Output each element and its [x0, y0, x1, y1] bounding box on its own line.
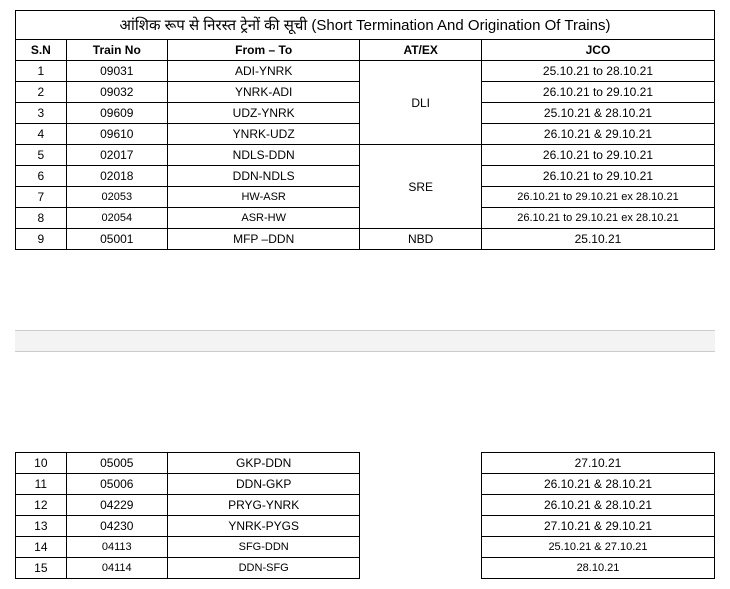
- cell-from-to: ASR-HW: [167, 208, 359, 229]
- cell-sn: 8: [16, 208, 67, 229]
- table-row: 12 04229 PRYG-YNRK 26.10.21 & 28.10.21: [16, 495, 715, 516]
- table-row: 5 02017 NDLS-DDN SRE 26.10.21 to 29.10.2…: [16, 145, 715, 166]
- header-sn: S.N: [16, 40, 67, 61]
- cell-train-no: 02054: [66, 208, 167, 229]
- cell-sn: 9: [16, 229, 67, 250]
- cell-from-to: MFP –DDN: [167, 229, 359, 250]
- cell-sn: 6: [16, 166, 67, 187]
- cell-at-ex-blank: [360, 558, 482, 579]
- cell-train-no: 09609: [66, 103, 167, 124]
- cell-from-to: YNRK-PYGS: [167, 516, 359, 537]
- cell-at-ex-sre: SRE: [360, 145, 482, 229]
- cell-from-to: DDN-NDLS: [167, 166, 359, 187]
- cell-from-to: NDLS-DDN: [167, 145, 359, 166]
- table-row: 15 04114 DDN-SFG 28.10.21: [16, 558, 715, 579]
- cell-train-no: 04114: [66, 558, 167, 579]
- cell-train-no: 04229: [66, 495, 167, 516]
- cell-sn: 13: [16, 516, 67, 537]
- cell-train-no: 05006: [66, 474, 167, 495]
- header-train-no: Train No: [66, 40, 167, 61]
- cell-train-no: 02017: [66, 145, 167, 166]
- table-row: 1 09031 ADI-YNRK DLI 25.10.21 to 28.10.2…: [16, 61, 715, 82]
- cell-train-no: 02053: [66, 187, 167, 208]
- trains-table-top: आंशिक रूप से निरस्त ट्रेनों की सूची (Sho…: [15, 10, 715, 250]
- cell-at-ex-blank: [360, 474, 482, 495]
- cell-from-to: YNRK-ADI: [167, 82, 359, 103]
- header-from-to: From – To: [167, 40, 359, 61]
- cell-at-ex-blank: [360, 516, 482, 537]
- table-row: 11 05006 DDN-GKP 26.10.21 & 28.10.21: [16, 474, 715, 495]
- cell-from-to: DDN-SFG: [167, 558, 359, 579]
- cell-sn: 4: [16, 124, 67, 145]
- cell-jco: 25.10.21 & 27.10.21: [481, 537, 714, 558]
- cell-jco: 26.10.21 & 28.10.21: [481, 474, 714, 495]
- cell-sn: 5: [16, 145, 67, 166]
- table-row: 14 04113 SFG-DDN 25.10.21 & 27.10.21: [16, 537, 715, 558]
- cell-jco: 26.10.21 to 29.10.21: [481, 145, 714, 166]
- cell-sn: 14: [16, 537, 67, 558]
- cell-jco: 25.10.21: [481, 229, 714, 250]
- page-gap-band: [15, 330, 715, 352]
- header-at-ex: AT/EX: [360, 40, 482, 61]
- header-jco: JCO: [481, 40, 714, 61]
- cell-jco: 26.10.21 & 29.10.21: [481, 124, 714, 145]
- cell-from-to: DDN-GKP: [167, 474, 359, 495]
- cell-jco: 26.10.21 & 28.10.21: [481, 495, 714, 516]
- cell-sn: 15: [16, 558, 67, 579]
- cell-sn: 12: [16, 495, 67, 516]
- cell-train-no: 09610: [66, 124, 167, 145]
- table-row: 13 04230 YNRK-PYGS 27.10.21 & 29.10.21: [16, 516, 715, 537]
- cell-sn: 1: [16, 61, 67, 82]
- cell-sn: 7: [16, 187, 67, 208]
- cell-at-ex-blank: [360, 537, 482, 558]
- cell-train-no: 04113: [66, 537, 167, 558]
- table-row: 10 05005 GKP-DDN 27.10.21: [16, 453, 715, 474]
- trains-table-bottom: 10 05005 GKP-DDN 27.10.21 11 05006 DDN-G…: [15, 452, 715, 579]
- cell-at-ex-blank: [360, 495, 482, 516]
- cell-from-to: ADI-YNRK: [167, 61, 359, 82]
- cell-sn: 2: [16, 82, 67, 103]
- cell-train-no: 05005: [66, 453, 167, 474]
- cell-from-to: SFG-DDN: [167, 537, 359, 558]
- cell-sn: 10: [16, 453, 67, 474]
- cell-jco: 26.10.21 to 29.10.21: [481, 82, 714, 103]
- cell-train-no: 09031: [66, 61, 167, 82]
- cell-train-no: 05001: [66, 229, 167, 250]
- cell-at-ex-blank: [360, 453, 482, 474]
- cell-jco: 27.10.21: [481, 453, 714, 474]
- cell-jco: 25.10.21 & 28.10.21: [481, 103, 714, 124]
- cell-sn: 3: [16, 103, 67, 124]
- table-row: 9 05001 MFP –DDN NBD 25.10.21: [16, 229, 715, 250]
- cell-jco: 26.10.21 to 29.10.21: [481, 166, 714, 187]
- cell-jco: 28.10.21: [481, 558, 714, 579]
- cell-from-to: HW-ASR: [167, 187, 359, 208]
- cell-train-no: 09032: [66, 82, 167, 103]
- cell-from-to: PRYG-YNRK: [167, 495, 359, 516]
- cell-train-no: 04230: [66, 516, 167, 537]
- cell-from-to: YNRK-UDZ: [167, 124, 359, 145]
- cell-jco: 26.10.21 to 29.10.21 ex 28.10.21: [481, 208, 714, 229]
- cell-jco: 25.10.21 to 28.10.21: [481, 61, 714, 82]
- cell-jco: 26.10.21 to 29.10.21 ex 28.10.21: [481, 187, 714, 208]
- cell-at-ex-nbd: NBD: [360, 229, 482, 250]
- cell-at-ex-dli: DLI: [360, 61, 482, 145]
- cell-from-to: UDZ-YNRK: [167, 103, 359, 124]
- table-title: आंशिक रूप से निरस्त ट्रेनों की सूची (Sho…: [16, 11, 715, 40]
- cell-train-no: 02018: [66, 166, 167, 187]
- cell-jco: 27.10.21 & 29.10.21: [481, 516, 714, 537]
- cell-sn: 11: [16, 474, 67, 495]
- cell-from-to: GKP-DDN: [167, 453, 359, 474]
